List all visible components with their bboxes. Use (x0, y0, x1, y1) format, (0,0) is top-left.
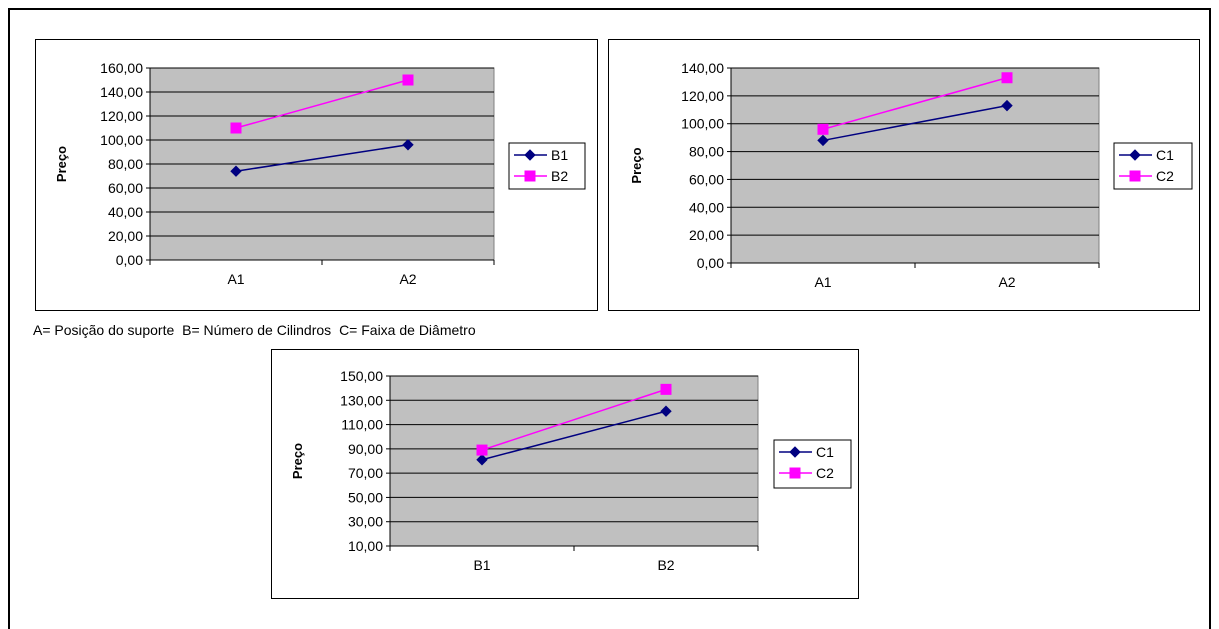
x-tick-label: A2 (998, 274, 1015, 290)
legend-label: C1 (816, 444, 834, 460)
y-tick-label: 130,00 (340, 392, 383, 408)
y-tick-label: 80,00 (689, 144, 724, 160)
chart-2-svg: 0,00 20,00 40,00 60,00 80,00 100,00 120,00 140,… (629, 60, 1193, 290)
plot-area (730, 67, 1100, 264)
x-tick-label: A1 (227, 271, 244, 287)
legend-marker (1129, 149, 1141, 161)
legend-box (773, 439, 852, 489)
y-tick-label: 40,00 (108, 204, 143, 220)
data-point-b1 (230, 165, 242, 177)
legend-label: B1 (551, 147, 568, 163)
y-tick-label: 50,00 (348, 489, 383, 505)
legend-label: B2 (551, 168, 568, 184)
legend-marker (789, 467, 801, 479)
chart-b-by-a: 0,00 20,00 40,00 60,00 80,00 100,00 120,00 140,… (35, 39, 598, 311)
y-tick-label: 160,00 (100, 60, 143, 76)
series-line-c1 (481, 410, 667, 461)
y-tick-label: 60,00 (689, 171, 724, 187)
legend-box (508, 142, 586, 190)
y-axis-title: Preço (629, 147, 644, 183)
legend-label: C2 (816, 465, 834, 481)
series-line-b2 (235, 79, 409, 129)
y-tick-label: 10,00 (348, 538, 383, 554)
data-point-c2 (660, 383, 672, 395)
legend-marker (1129, 170, 1141, 182)
data-point-b2 (402, 74, 414, 86)
chart-c-by-b: 10,00 30,00 50,00 70,00 90,00 110,00 130,00 150… (271, 349, 859, 599)
data-point-c2 (476, 444, 488, 456)
y-tick-label: 0,00 (697, 255, 724, 271)
y-tick-label: 150,00 (340, 368, 383, 384)
y-tick-label: 120,00 (681, 88, 724, 104)
y-tick-label: 100,00 (100, 132, 143, 148)
page-frame (8, 8, 1211, 629)
plot-area (389, 375, 759, 547)
y-tick-label: 120,00 (100, 108, 143, 124)
y-tick-label: 140,00 (681, 60, 724, 76)
chart-1-svg: 0,00 20,00 40,00 60,00 80,00 100,00 120,00 140,… (54, 60, 586, 287)
legend-label: C2 (1156, 168, 1174, 184)
y-tick-label: 60,00 (108, 180, 143, 196)
legend-marker (524, 170, 536, 182)
x-tick-label: B2 (657, 557, 674, 573)
data-point-c1 (817, 134, 829, 147)
chart-3-svg: 10,00 30,00 50,00 70,00 90,00 110,00 130,00 150… (290, 368, 852, 573)
y-tick-label: 0,00 (116, 252, 143, 268)
caption-a: A= Posição do suporte (33, 322, 175, 338)
y-tick-label: 90,00 (348, 441, 383, 457)
y-tick-label: 80,00 (108, 156, 143, 172)
series-line-c1 (822, 104, 1008, 142)
data-point-c1 (1001, 99, 1013, 112)
series-line-c2 (822, 77, 1008, 131)
caption-c: C= Faixa de Diâmetro (339, 322, 476, 338)
data-point-b1 (402, 139, 414, 151)
legend-marker (789, 446, 801, 458)
y-tick-label: 100,00 (681, 116, 724, 132)
caption-legend-text: A= Posição do suporte B= Número de Cilin… (33, 322, 476, 338)
y-tick-label: 140,00 (100, 84, 143, 100)
x-tick-label: B1 (473, 557, 490, 573)
legend-marker (524, 149, 536, 161)
data-point-c1 (476, 454, 488, 466)
y-tick-label: 20,00 (108, 228, 143, 244)
y-axis-title: Preço (290, 443, 305, 479)
x-tick-label: A2 (399, 271, 416, 287)
series-line-c2 (481, 388, 667, 451)
data-point-b2 (230, 122, 242, 134)
caption-b: B= Número de Cilindros (182, 322, 332, 338)
x-tick-label: A1 (814, 274, 831, 290)
data-point-c2 (817, 123, 829, 135)
y-tick-label: 40,00 (689, 199, 724, 215)
y-axis-title: Preço (54, 146, 69, 182)
legend-label: C1 (1156, 147, 1174, 163)
data-point-c1 (660, 405, 672, 417)
legend-box (1113, 142, 1193, 190)
y-tick-label: 70,00 (348, 465, 383, 481)
y-tick-label: 30,00 (348, 514, 383, 530)
series-line-b1 (235, 144, 409, 172)
y-tick-label: 20,00 (689, 227, 724, 243)
y-tick-label: 110,00 (341, 417, 383, 433)
data-point-c2 (1001, 72, 1013, 84)
chart-c-by-a: 0,00 20,00 40,00 60,00 80,00 100,00 120,00 140,… (608, 39, 1200, 311)
